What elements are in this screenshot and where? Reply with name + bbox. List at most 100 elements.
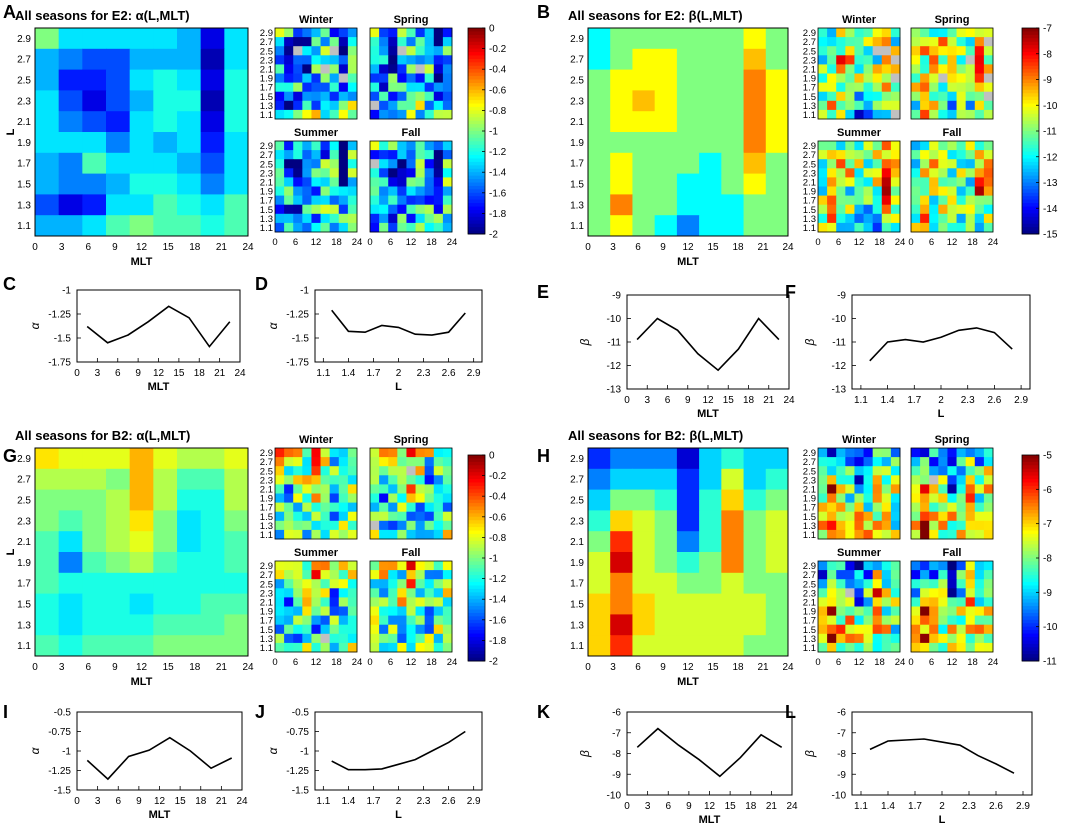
season-cell [442, 28, 453, 38]
colorbar-segment [1022, 72, 1039, 77]
colorbar-segment [468, 55, 485, 60]
season-cell [845, 457, 855, 467]
season-cell [415, 55, 426, 65]
season-cell [329, 457, 340, 467]
season-cell [379, 561, 389, 571]
season-cell [911, 213, 921, 224]
season-cell [338, 475, 349, 485]
season-cell [338, 37, 349, 47]
heatmap-cell [224, 510, 249, 532]
season-title: Fall [943, 127, 962, 139]
colorbar-segment [468, 533, 485, 538]
season-cell [442, 109, 453, 120]
y-tick-label: -1 [300, 747, 309, 758]
season-cell [370, 615, 380, 626]
season-cell [920, 100, 930, 111]
season-cell [320, 484, 331, 494]
season-cell [320, 222, 331, 233]
season-cell [929, 37, 939, 47]
heatmap-cell [676, 152, 700, 175]
heatmap-cell [153, 173, 178, 195]
colorbar-segment [1022, 79, 1039, 84]
season-cell [275, 186, 285, 196]
season-cell [347, 213, 358, 224]
season-cell [379, 457, 389, 467]
season-y-tick-label: 1.9 [260, 187, 273, 198]
season-cell [433, 222, 444, 233]
season-cell [920, 55, 930, 65]
season-cell [370, 466, 380, 476]
season-cell [863, 204, 874, 215]
season-cell [442, 213, 453, 224]
x-tick-label: 15 [175, 796, 187, 807]
x-tick-label: 12 [682, 662, 694, 673]
season-cell [275, 159, 285, 169]
season-cell [854, 91, 864, 102]
season-x-tick-label: 0 [367, 657, 372, 668]
colorbar-segment [1022, 592, 1039, 597]
season-cell [311, 642, 321, 653]
season-cell [415, 195, 426, 206]
heatmap-cell [35, 448, 60, 470]
season-cell [302, 493, 312, 503]
heatmap-cell [699, 194, 722, 216]
heatmap-cell [765, 194, 789, 216]
colorbar-segment [1022, 182, 1039, 187]
y-tick-label: 1.1 [17, 641, 31, 652]
heatmap-cell [743, 531, 767, 553]
season-cell [293, 484, 303, 494]
heatmap-cell [676, 48, 700, 71]
series-line [636, 317, 780, 372]
season-cell [311, 475, 321, 485]
season-cell [827, 141, 837, 151]
season-cell [370, 37, 380, 47]
heatmap-cell [699, 152, 722, 175]
colorbar-segment [1022, 523, 1039, 528]
heatmap-cell [721, 215, 745, 237]
season-x-tick-label: 0 [272, 237, 277, 248]
colorbar-segment [1022, 568, 1039, 573]
season-cell [424, 448, 435, 458]
season-cell [881, 213, 892, 224]
season-cell [379, 100, 389, 111]
season-cell [388, 159, 398, 169]
x-tick-label: 15 [707, 662, 719, 673]
colorbar-segment [468, 172, 485, 177]
season-cell [827, 511, 837, 522]
season-cell [293, 529, 303, 540]
season-cell [275, 579, 285, 589]
heatmap-cell [35, 572, 60, 595]
colorbar-segment [1022, 630, 1039, 635]
heatmap-cell [200, 614, 225, 636]
y-tick-label: 1.9 [570, 138, 584, 149]
colorbar-segment [468, 79, 485, 84]
heatmap-cell [177, 194, 202, 216]
season-y-tick-label: 1.7 [260, 503, 273, 514]
season-cell [881, 588, 892, 598]
season-cell [890, 73, 901, 83]
season-cell [974, 109, 985, 120]
heatmap-cell [610, 152, 633, 175]
season-cell [302, 195, 312, 206]
season-cell [956, 213, 967, 224]
season-cell [920, 597, 930, 607]
season-cell [442, 642, 453, 653]
colorbar-segment [468, 461, 485, 466]
colorbar-segment [468, 41, 485, 46]
season-cell [397, 529, 407, 540]
season-cell [329, 561, 340, 571]
season-cell [388, 520, 398, 531]
panel-d: D -1-1.25-1.5-1.751.1 1.4 1.7 2 2.3 2.6 2.9Lα [255, 274, 483, 393]
season-cell [442, 475, 453, 485]
season-cell [881, 109, 892, 120]
season-cell [947, 484, 957, 494]
season-cell [302, 457, 312, 467]
season-cell [881, 624, 892, 635]
season-cell [329, 615, 340, 626]
season-cell [929, 195, 939, 206]
season-cell [379, 91, 389, 102]
season-cell [965, 493, 976, 503]
plot-frame [851, 294, 1031, 390]
heatmap-cell [177, 48, 202, 71]
season-cell [911, 186, 921, 196]
